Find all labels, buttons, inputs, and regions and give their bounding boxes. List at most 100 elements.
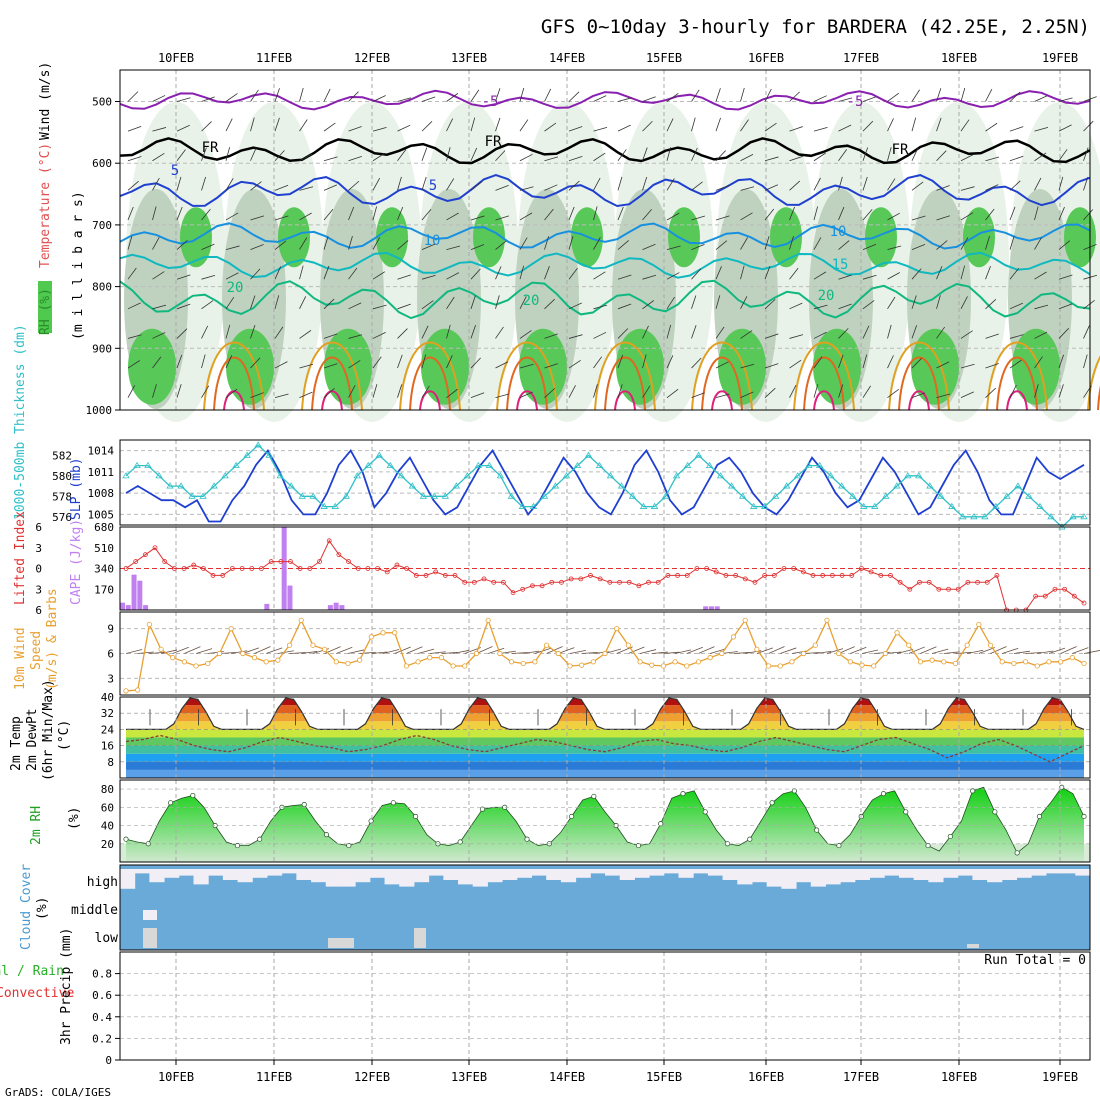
cape-bar: [714, 606, 720, 610]
isotherm-15: [119, 251, 1091, 279]
barb: [1048, 647, 1066, 654]
thickness-point: [959, 513, 967, 520]
wind-barb: [985, 122, 998, 132]
li-point: [617, 579, 622, 585]
wind-barb: [666, 178, 675, 191]
contour-label: FR: [202, 140, 219, 156]
wind-point: [952, 660, 959, 667]
rh-point: [301, 802, 307, 808]
thickness-point: [694, 451, 703, 458]
wind-barb: [960, 119, 970, 132]
wind-barb: [568, 302, 582, 310]
wind-barb: [519, 391, 533, 399]
wind-point: [999, 659, 1005, 665]
wind-barb: [397, 303, 411, 310]
li-point: [171, 566, 177, 571]
wind-barb: [813, 126, 828, 132]
wind-barb: [176, 274, 191, 280]
wind-barb: [789, 180, 801, 191]
thickness-point: [364, 461, 372, 469]
wind-barb: [519, 296, 527, 309]
bottom-date-label: 16FEB: [748, 1070, 784, 1084]
wind-point: [824, 617, 830, 623]
barb: [511, 652, 528, 654]
wind-barb: [911, 181, 924, 191]
li-point: [830, 573, 835, 578]
barb: [1060, 646, 1077, 654]
wind10m-label: 10m WindSpeed(m/s) & Barbs: [13, 588, 60, 690]
wind-barb: [887, 355, 894, 369]
wind-barb: [691, 325, 697, 339]
wind-barb: [985, 236, 990, 250]
wind-barb: [397, 149, 407, 161]
wind-barb: [617, 240, 629, 250]
li-point: [326, 538, 332, 544]
high-cloud-bar: [311, 869, 327, 883]
barb: [604, 648, 622, 654]
thickness-point: [838, 482, 846, 489]
wind-barb: [495, 240, 507, 250]
barb: [663, 651, 680, 654]
rh2m-panel: 20 40 60 80: [101, 779, 1091, 863]
wind-barb: [887, 324, 892, 339]
wind-point: [579, 662, 585, 668]
wind-barb: [568, 359, 581, 369]
barb: [967, 649, 984, 654]
wind-point: [812, 642, 818, 648]
wind-barb: [740, 265, 745, 280]
top-date-label: 19FEB: [1042, 51, 1078, 65]
wind-barb: [838, 206, 845, 221]
wind-barb: [201, 147, 207, 161]
barb: [499, 650, 516, 654]
wind-point: [1022, 659, 1029, 665]
wind-barb: [593, 331, 607, 339]
wind-barb: [642, 385, 651, 398]
wind-barb: [250, 117, 255, 132]
high-cloud-bar: [722, 869, 738, 880]
wind-point: [322, 646, 328, 652]
wind-barb: [519, 363, 534, 369]
wind-barb: [323, 122, 336, 132]
wind-barb: [666, 92, 679, 102]
rh-region: [865, 207, 897, 268]
thickness-point: [827, 472, 835, 479]
thickness-point: [981, 513, 989, 520]
wind-barb: [299, 153, 313, 162]
li-tick-label: 6: [35, 521, 42, 534]
wind-barb: [495, 88, 501, 102]
wind-barb: [470, 147, 478, 161]
bottom-date-label: 10FEB: [158, 1070, 194, 1084]
wind-barb: [1083, 176, 1089, 191]
wind-barb: [813, 304, 828, 310]
thickness-point: [276, 472, 284, 479]
wind-point: [871, 663, 877, 669]
wind-barb: [1083, 209, 1094, 221]
wind-barb: [813, 237, 822, 250]
wind-barb: [446, 178, 455, 191]
precip-conv-label: Convective: [0, 986, 74, 1001]
wind-barb: [397, 124, 411, 132]
thickness-point: [265, 451, 273, 458]
thickness-point: [397, 472, 405, 479]
panel-frame: [119, 864, 1091, 951]
high-cloud-bar: [369, 869, 386, 878]
li-point: [868, 569, 874, 575]
isotherm-25: [1087, 355, 1100, 411]
thickness-point: [375, 451, 383, 458]
high-cloud-bar: [355, 869, 371, 883]
wind-point: [135, 687, 141, 693]
upper-air-label: RH (%) Temperature (°C) Wind (m/s) (m i …: [38, 62, 86, 340]
thickness-point: [518, 502, 527, 509]
wind-barb: [789, 91, 800, 102]
cape-bar: [131, 574, 137, 610]
low-cloud-bar: [414, 928, 426, 948]
wind-barb: [201, 274, 216, 280]
barb: [382, 649, 400, 654]
wind-barb: [1009, 334, 1024, 339]
wind-barb: [421, 385, 430, 398]
y-tick-label: 800: [92, 281, 112, 294]
li-point: [471, 579, 477, 585]
rh-point: [791, 788, 797, 794]
li-point: [684, 573, 690, 578]
temp-tick-label: 24: [101, 723, 115, 736]
